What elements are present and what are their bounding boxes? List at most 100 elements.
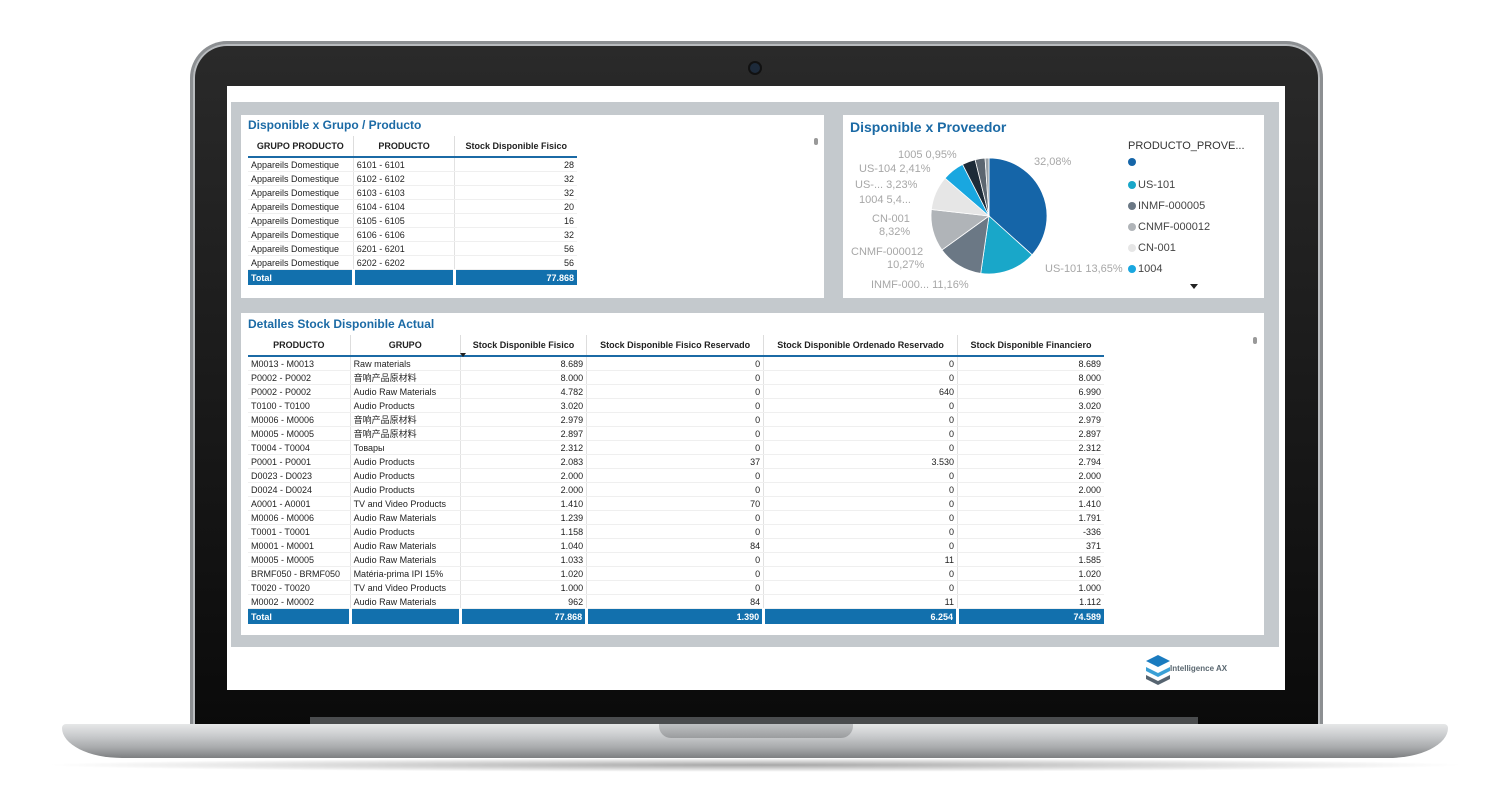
table-cell: 8.689 — [957, 356, 1104, 371]
table-cell: 16 — [454, 213, 577, 228]
legend-dot-icon — [1128, 158, 1136, 166]
table-cell: Audio Products — [349, 482, 461, 497]
table-cell: 2.083 — [459, 454, 587, 469]
detalles-card: Detalles Stock Disponible Actual PRODUCT… — [241, 313, 1264, 635]
table-cell: P0002 - P0002 — [248, 370, 351, 385]
table-row[interactable]: M0006 - M0006 Audio Raw Materials 1.239 0 0 1… — [248, 510, 1104, 525]
table-cell: M0005 - M0005 — [248, 426, 351, 441]
table-row[interactable]: A0001 - A0001 TV and Video Products 1.410 7… — [248, 496, 1104, 511]
table-cell: 6101 - 6101 — [352, 157, 455, 172]
table2-header-1[interactable]: GRUPO — [349, 335, 461, 357]
table-cell: 0 — [586, 426, 764, 441]
table-row[interactable]: T0100 - T0100 Audio Products 3.020 0 0 3.020 — [248, 398, 1104, 413]
laptop-hinge — [310, 717, 1198, 725]
legend-dot-icon — [1128, 265, 1136, 273]
table-cell: 32 — [454, 171, 577, 186]
legend-item[interactable]: CN-001 — [1128, 242, 1176, 254]
table-cell: Audio Raw Materials — [349, 510, 461, 525]
table2-header-2[interactable]: Stock Disponible Fisico — [459, 335, 587, 357]
table2-header-3[interactable]: Stock Disponible Fisico Reservado — [586, 335, 764, 357]
table2-header-4[interactable]: Stock Disponible Ordenado Reservado — [763, 335, 958, 357]
table-row[interactable]: Appareils Domestique 6105 - 6105 16 — [248, 213, 577, 228]
table-cell: M0002 - M0002 — [248, 594, 351, 609]
table-row[interactable]: P0002 - P0002 Audio Raw Materials 4.782 0 64… — [248, 384, 1104, 399]
table-cell: 4.782 — [459, 384, 587, 399]
table-cell: 2.979 — [957, 412, 1104, 427]
table1-header-0[interactable]: GRUPO PRODUCTO — [248, 136, 354, 158]
scrollbar-thumb[interactable] — [1253, 337, 1257, 344]
table-row[interactable]: Appareils Domestique 6102 - 6102 32 — [248, 171, 577, 186]
table-row[interactable]: M0005 - M0005 Audio Raw Materials 1.033 0 11… — [248, 552, 1104, 567]
table-cell: 6.990 — [957, 384, 1104, 399]
table-row[interactable]: T0020 - T0020 TV and Video Products 1.000 0… — [248, 580, 1104, 595]
table-cell: 0 — [763, 496, 958, 511]
table-row[interactable]: BRMF050 - BRMF050 Matéria-prima IPI 15% 1.… — [248, 566, 1104, 581]
table-cell: Appareils Domestique — [248, 255, 354, 270]
table-row[interactable]: Appareils Domestique 6202 - 6202 56 — [248, 255, 577, 270]
table-row[interactable]: Appareils Domestique 6106 - 6106 32 — [248, 227, 577, 242]
table-cell: 0 — [586, 356, 764, 371]
pie-slice[interactable] — [980, 215, 1033, 275]
table-row[interactable]: T0004 - T0004 Товары 2.312 0 0 2.312 — [248, 440, 1104, 455]
table-cell: 音响产品原材料 — [349, 370, 461, 385]
table-row[interactable]: T0001 - T0001 Audio Products 1.158 0 0 -336 — [248, 524, 1104, 539]
legend-item[interactable]: CNMF-000012 — [1128, 221, 1210, 233]
table2-header-0[interactable]: PRODUCTO — [248, 335, 351, 357]
table-cell: Appareils Domestique — [248, 171, 354, 186]
table-cell: 0 — [586, 384, 764, 399]
table-row[interactable]: M0001 - M0001 Audio Raw Materials 1.040 84 0… — [248, 538, 1104, 553]
table-row[interactable]: Appareils Domestique 6201 - 6201 56 — [248, 241, 577, 256]
table-row[interactable]: D0024 - D0024 Audio Products 2.000 0 0 2.000 — [248, 482, 1104, 497]
proveedor-title: Disponible x Proveedor — [850, 119, 1007, 135]
legend-item[interactable] — [1128, 158, 1138, 166]
table-cell: 0 — [763, 356, 958, 371]
table-row[interactable]: M0005 - M0005 音响产品原材料 2.897 0 0 2.897 — [248, 426, 1104, 441]
table-cell: 音响产品原材料 — [349, 426, 461, 441]
table-cell: 0 — [763, 468, 958, 483]
pie-label-cnmf-name: CNMF-000012 — [851, 246, 923, 258]
table-cell: Товары — [349, 440, 461, 455]
legend-item[interactable]: INMF-000005 — [1128, 200, 1205, 212]
total-cell: 1.390 — [585, 608, 764, 624]
pie-slice[interactable] — [984, 157, 990, 217]
table-row[interactable]: P0001 - P0001 Audio Products 2.083 37 3.530 2… — [248, 454, 1104, 469]
table-row[interactable]: M0013 - M0013 Raw materials 8.689 0 0 8.689 — [248, 356, 1104, 371]
legend-item[interactable]: 1004 — [1128, 263, 1162, 275]
total-row: Total 77.868 — [248, 269, 577, 285]
total-row: Total 77.868 1.390 6.254 74.589 — [248, 608, 1104, 624]
pie-label-inmf: INMF-000... 11,16% — [871, 279, 969, 291]
table-cell: 3.020 — [459, 398, 587, 413]
legend-item[interactable]: US-101 — [1128, 179, 1175, 191]
table1-header-1[interactable]: PRODUCTO — [352, 136, 455, 158]
scrollbar-thumb[interactable] — [814, 138, 818, 145]
table-cell: 0 — [763, 524, 958, 539]
table-cell: 11 — [763, 594, 958, 609]
table-cell: 1.239 — [459, 510, 587, 525]
table-cell: 1.410 — [957, 496, 1104, 511]
table-cell: Appareils Domestique — [248, 227, 354, 242]
table-cell: Appareils Domestique — [248, 199, 354, 214]
pie-label-1005: 1005 0,95% — [898, 149, 957, 161]
table-row[interactable]: D0023 - D0023 Audio Products 2.000 0 0 2.000 — [248, 468, 1104, 483]
legend-scroll-down-icon[interactable] — [1190, 284, 1198, 289]
table-cell: Audio Raw Materials — [349, 538, 461, 553]
table-row[interactable]: Appareils Domestique 6103 - 6103 32 — [248, 185, 577, 200]
table-row[interactable]: M0002 - M0002 Audio Raw Materials 962 84 11 1… — [248, 594, 1104, 609]
table-cell: 0 — [586, 468, 764, 483]
table1-header-2[interactable]: Stock Disponible Fisico — [454, 136, 577, 158]
table-cell: P0002 - P0002 — [248, 384, 351, 399]
table-row[interactable]: Appareils Domestique 6101 - 6101 28 — [248, 157, 577, 172]
table-row[interactable]: Appareils Domestique 6104 - 6104 20 — [248, 199, 577, 214]
table-cell: BRMF050 - BRMF050 — [248, 566, 351, 581]
table-cell: 音响产品原材料 — [349, 412, 461, 427]
table-cell: 6105 - 6105 — [352, 213, 455, 228]
table-row[interactable]: M0006 - M0006 音响产品原材料 2.979 0 0 2.979 — [248, 412, 1104, 427]
table2-header-5[interactable]: Stock Disponible Financiero — [957, 335, 1104, 357]
sort-desc-icon[interactable] — [460, 353, 466, 357]
table-cell: 2.312 — [459, 440, 587, 455]
table-cell: 0 — [586, 370, 764, 385]
table-cell: 1.033 — [459, 552, 587, 567]
table-row[interactable]: P0002 - P0002 音响产品原材料 8.000 0 0 8.000 — [248, 370, 1104, 385]
pie-slice[interactable] — [988, 157, 1048, 256]
table-cell: 8.000 — [957, 370, 1104, 385]
